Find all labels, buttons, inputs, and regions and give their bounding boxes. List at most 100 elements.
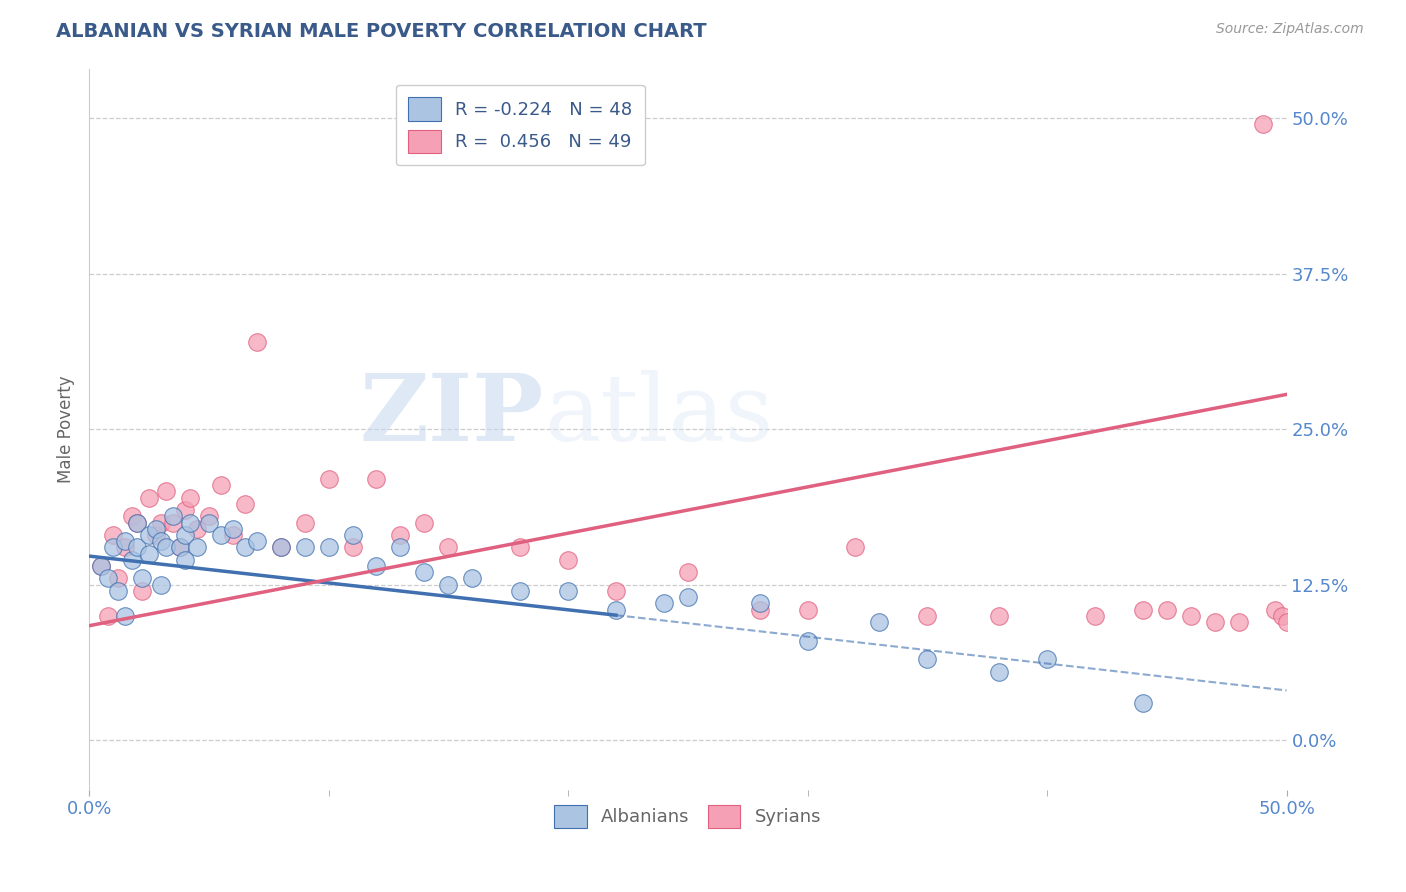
Point [509,541,531,555]
Point [125,541,148,555]
Point [1227,615,1250,629]
Point [222,528,245,542]
Point [173,553,195,567]
Point [917,652,939,666]
Point [1156,602,1178,616]
Y-axis label: Male Poverty: Male Poverty [58,376,75,483]
Point [437,577,460,591]
Point [270,541,292,555]
Text: atlas: atlas [544,370,773,459]
Point [557,553,579,567]
Point [233,497,256,511]
Text: Source: ZipAtlas.com: Source: ZipAtlas.com [1216,22,1364,37]
Point [509,583,531,598]
Point [1251,118,1274,132]
Point [162,516,184,530]
Point [138,491,160,505]
Point [155,484,177,499]
Point [342,541,364,555]
Text: ZIP: ZIP [360,370,544,459]
Point [107,583,129,598]
Point [413,566,436,580]
Point [121,553,143,567]
Point [1036,652,1059,666]
Point [389,541,412,555]
Point [138,547,160,561]
Text: ALBANIAN VS SYRIAN MALE POVERTY CORRELATION CHART: ALBANIAN VS SYRIAN MALE POVERTY CORRELAT… [56,22,707,41]
Point [179,491,201,505]
Point [173,503,195,517]
Point [1132,696,1154,710]
Point [988,608,1011,623]
Point [198,509,221,524]
Point [294,516,316,530]
Point [233,541,256,555]
Point [198,516,221,530]
Point [1271,608,1294,623]
Point [145,522,167,536]
Point [246,335,269,350]
Point [149,577,172,591]
Point [173,528,195,542]
Point [1180,608,1202,623]
Point [868,615,890,629]
Point [366,559,388,574]
Point [97,572,120,586]
Point [844,541,866,555]
Point [1084,608,1107,623]
Point [748,602,770,616]
Point [138,528,160,542]
Point [1132,602,1154,616]
Point [121,509,143,524]
Point [179,516,201,530]
Point [114,541,136,555]
Point [988,665,1011,679]
Legend: Albanians, Syrians: Albanians, Syrians [547,797,828,835]
Point [748,596,770,610]
Point [101,541,124,555]
Point [652,596,675,610]
Point [318,472,340,486]
Point [676,590,699,604]
Point [294,541,316,555]
Point [917,608,939,623]
Point [557,583,579,598]
Point [101,528,124,542]
Point [90,559,112,574]
Point [1264,602,1286,616]
Point [1204,615,1226,629]
Point [209,478,232,492]
Point [90,559,112,574]
Point [186,522,208,536]
Point [318,541,340,555]
Point [676,566,699,580]
Point [97,608,120,623]
Point [342,528,364,542]
Point [125,516,148,530]
Point [114,608,136,623]
Point [169,541,191,555]
Point [461,572,484,586]
Point [413,516,436,530]
Point [169,541,191,555]
Point [1275,615,1298,629]
Point [209,528,232,542]
Point [389,528,412,542]
Point [605,602,627,616]
Point [437,541,460,555]
Point [186,541,208,555]
Point [149,516,172,530]
Point [796,602,818,616]
Point [366,472,388,486]
Point [796,633,818,648]
Point [605,583,627,598]
Point [114,534,136,549]
Point [107,572,129,586]
Point [145,528,167,542]
Point [131,583,153,598]
Point [155,541,177,555]
Point [131,572,153,586]
Point [270,541,292,555]
Point [246,534,269,549]
Point [149,534,172,549]
